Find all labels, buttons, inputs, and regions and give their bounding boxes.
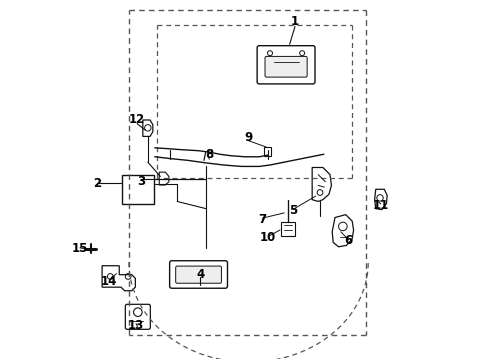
Text: 5: 5 (289, 204, 297, 217)
Text: 13: 13 (128, 319, 144, 332)
Text: 7: 7 (258, 213, 266, 226)
Text: 3: 3 (137, 175, 146, 188)
Polygon shape (143, 120, 153, 136)
FancyBboxPatch shape (176, 266, 221, 283)
Polygon shape (159, 172, 169, 185)
Bar (281, 222, 295, 236)
Text: 14: 14 (101, 275, 118, 288)
Text: 10: 10 (260, 231, 276, 244)
Text: 15: 15 (72, 242, 88, 255)
FancyBboxPatch shape (265, 57, 307, 77)
Text: 9: 9 (245, 131, 253, 144)
Polygon shape (375, 189, 387, 210)
Text: 2: 2 (93, 177, 101, 190)
Text: 6: 6 (344, 234, 353, 247)
Polygon shape (312, 167, 331, 202)
Bar (122, 175, 154, 204)
Text: 12: 12 (129, 113, 145, 126)
Bar (264, 148, 271, 157)
FancyBboxPatch shape (170, 261, 227, 288)
Text: 1: 1 (291, 14, 299, 27)
Text: 11: 11 (372, 198, 389, 212)
Polygon shape (102, 266, 135, 291)
Text: 4: 4 (196, 268, 204, 281)
Polygon shape (332, 215, 354, 247)
Text: 8: 8 (205, 148, 214, 162)
FancyBboxPatch shape (125, 304, 150, 329)
FancyBboxPatch shape (257, 46, 315, 84)
